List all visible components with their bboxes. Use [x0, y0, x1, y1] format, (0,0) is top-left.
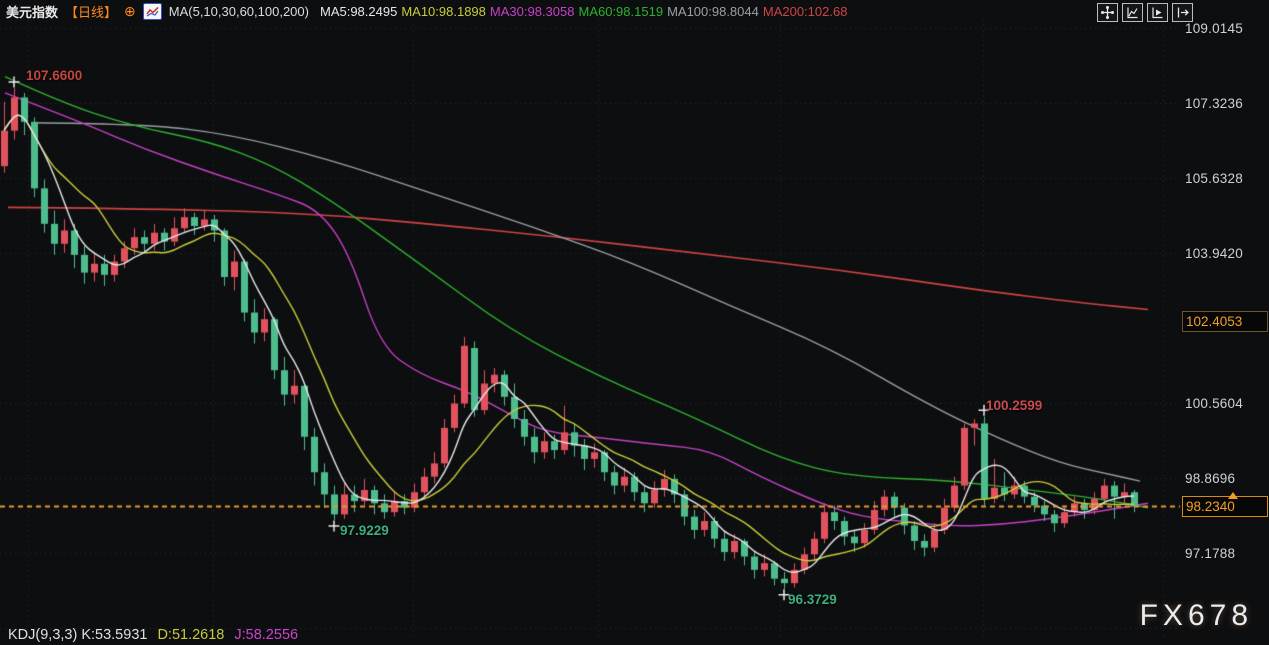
price-annotation-0: 107.6600 — [26, 68, 83, 83]
kdj-j-value: J:58.2556 — [234, 627, 299, 643]
axis-tick-1: 107.3236 — [1185, 96, 1243, 111]
chart-header: 美元指数 【日线】 ⊕ MA(5,10,30,60,100,200) MA5:9… — [6, 2, 847, 20]
ma-value-0: MA5:98.2495 — [319, 3, 398, 19]
axis-tick-0: 109.0145 — [1185, 21, 1243, 36]
price-annotation-3: 100.2599 — [986, 398, 1043, 413]
price-up-arrow-icon — [1228, 492, 1238, 500]
ma200-price-tag: 102.4053 — [1182, 311, 1268, 333]
crosshair-move-icon[interactable] — [1097, 3, 1118, 22]
ma-value-3: MA60:98.1519 — [578, 3, 664, 19]
timeframe-label[interactable]: 【日线】 — [65, 4, 118, 20]
kdj-indicator-row[interactable]: KDJ(9,3,3) K:53.5931 D:51.2618 J:58.2556 — [8, 627, 298, 643]
ma-value-1: MA10:98.1898 — [401, 3, 486, 19]
axis-tick-5: 98.8696 — [1185, 471, 1236, 487]
fx678-watermark: FX678 — [1139, 599, 1253, 632]
ma-group-label[interactable]: MA(5,10,30,60,100,200) — [168, 3, 309, 19]
kdj-d-value: D:51.2618 — [157, 627, 225, 643]
ma-values: MA5:98.2495 MA10:98.1898 MA30:98.3058 MA60:… — [316, 4, 847, 19]
line-chart-icon[interactable] — [142, 2, 162, 20]
symbol-name: 美元指数 — [6, 4, 59, 20]
ma-value-5: MA200:102.68 — [762, 3, 848, 19]
price-annotation-2: 96.3729 — [788, 592, 837, 607]
axis-tick-2: 105.6328 — [1185, 171, 1243, 186]
ma-value-2: MA30:98.3058 — [489, 3, 575, 19]
pane-chart-icon[interactable] — [1122, 3, 1143, 22]
circle-plus-icon[interactable]: ⊕ — [124, 3, 136, 19]
axis-tick-6: 97.1788 — [1185, 546, 1236, 562]
price-annotation-1: 97.9229 — [340, 523, 389, 538]
chart-toolbar — [1097, 3, 1193, 22]
pane-play-icon[interactable] — [1147, 3, 1168, 22]
ma-value-4: MA100:98.8044 — [667, 3, 759, 19]
kdj-k-value: KDJ(9,3,3) K:53.5931 — [8, 627, 148, 643]
exit-pane-icon[interactable] — [1172, 3, 1193, 22]
axis-tick-3: 103.9420 — [1185, 246, 1243, 262]
last-price-tag: 98.2340 — [1182, 496, 1268, 518]
axis-tick-4: 100.5604 — [1185, 396, 1243, 412]
